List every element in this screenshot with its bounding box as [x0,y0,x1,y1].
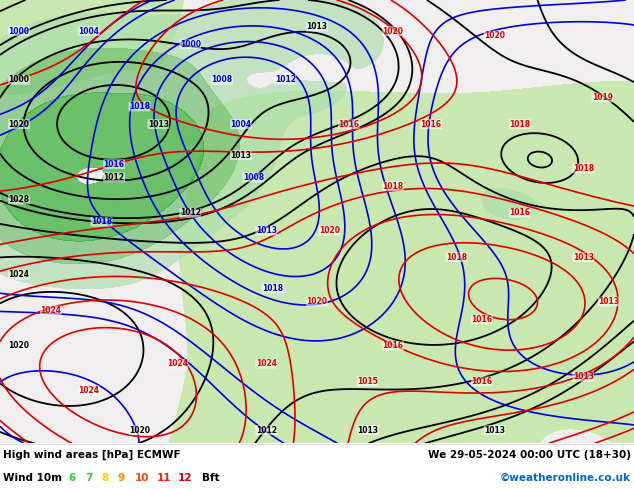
Text: 1020: 1020 [484,31,505,40]
Text: 9: 9 [118,473,125,483]
Text: 1013: 1013 [573,372,594,381]
Text: 1020: 1020 [129,426,150,435]
Text: 1016: 1016 [471,377,493,386]
Text: 1024: 1024 [167,359,188,368]
Text: 8: 8 [101,473,108,483]
Text: 1020: 1020 [8,120,30,129]
Text: 1012: 1012 [103,173,125,182]
Text: 1016: 1016 [420,120,442,129]
Text: 1019: 1019 [592,93,613,102]
Text: 1013: 1013 [306,22,328,31]
Text: 1024: 1024 [8,270,30,279]
Text: 1000: 1000 [8,75,30,84]
Text: 1013: 1013 [256,226,277,235]
Text: High wind areas [hPa] ECMWF: High wind areas [hPa] ECMWF [3,449,181,460]
Text: Wind 10m: Wind 10m [3,473,62,483]
Text: 1000: 1000 [179,40,201,49]
Text: 1018: 1018 [509,120,531,129]
Text: 1012: 1012 [179,208,201,218]
Text: 1018: 1018 [446,253,467,262]
Text: 1000: 1000 [8,26,30,36]
Text: 1016: 1016 [338,120,359,129]
Text: 1020: 1020 [382,26,404,36]
Text: 1018: 1018 [91,217,112,226]
Text: 1008: 1008 [243,173,264,182]
Text: 6: 6 [68,473,75,483]
Text: 12: 12 [178,473,193,483]
Text: 1013: 1013 [598,297,619,306]
Text: 1012: 1012 [256,426,277,435]
Text: 1016: 1016 [509,208,531,218]
Text: 1018: 1018 [129,102,150,111]
Text: 1013: 1013 [357,426,378,435]
Text: 1024: 1024 [40,306,61,315]
Text: 1018: 1018 [382,182,404,191]
Text: 11: 11 [157,473,172,483]
Text: 1013: 1013 [148,120,169,129]
Text: 1016: 1016 [471,315,493,324]
Text: 1016: 1016 [103,160,125,169]
Text: 1004: 1004 [230,120,252,129]
Text: 1020: 1020 [319,226,340,235]
Text: 1013: 1013 [230,151,252,160]
Text: 1012: 1012 [275,75,296,84]
Text: 1028: 1028 [8,195,30,204]
Text: 1020: 1020 [8,342,30,350]
Text: We 29-05-2024 00:00 UTC (18+30): We 29-05-2024 00:00 UTC (18+30) [428,450,631,460]
Text: 1004: 1004 [78,26,100,36]
Text: 10: 10 [134,473,149,483]
Text: ©weatheronline.co.uk: ©weatheronline.co.uk [500,473,631,483]
Text: 1008: 1008 [211,75,233,84]
Text: 1024: 1024 [78,386,100,395]
Text: 1013: 1013 [573,253,594,262]
Text: 1018: 1018 [573,164,594,173]
Text: 7: 7 [85,473,93,483]
Text: 1024: 1024 [256,359,277,368]
Text: Bft: Bft [202,473,219,483]
Text: 1015: 1015 [358,377,378,386]
Text: 1013: 1013 [484,426,505,435]
Text: 1016: 1016 [382,342,404,350]
Text: 1018: 1018 [262,284,283,293]
Text: 1020: 1020 [306,297,328,306]
